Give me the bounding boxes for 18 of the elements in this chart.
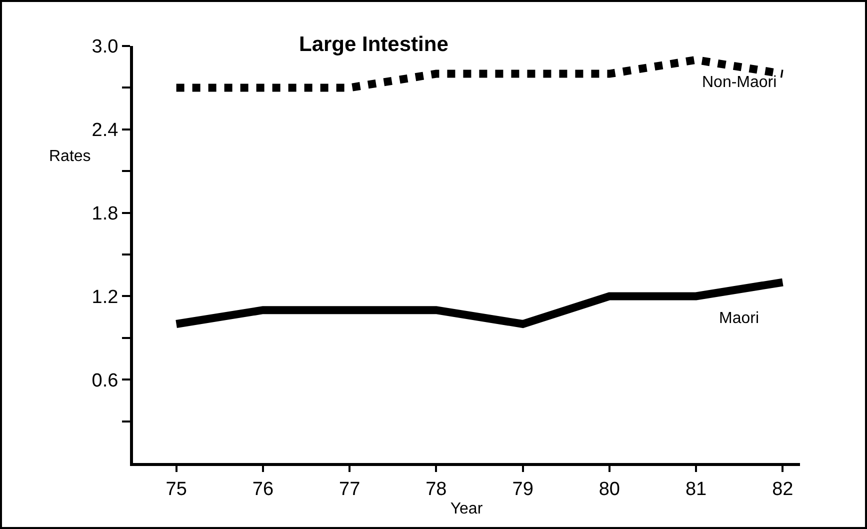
x-tick-label: 77 [338, 478, 360, 500]
x-tick-label: 76 [252, 478, 274, 500]
x-tick-label: 82 [772, 478, 794, 500]
y-tick-label: 1.8 [92, 203, 118, 224]
y-tick-label: 0.6 [92, 370, 118, 392]
y-tick-label: 2.4 [92, 120, 119, 142]
y-tick-label: 1.2 [92, 286, 118, 308]
x-tick-label: 79 [512, 478, 534, 500]
series-label: Maori [719, 310, 760, 327]
chart-title: Large Intestine [299, 33, 448, 56]
x-tick-label: 75 [166, 478, 187, 500]
y-tick-label: 3.0 [92, 36, 118, 58]
x-tick-label: 80 [598, 478, 620, 500]
y-axis-title: Rates [49, 148, 91, 165]
x-axis-title: Year [450, 500, 484, 518]
x-tick-label: 78 [426, 478, 447, 500]
series-label: Non-Maori [702, 74, 777, 91]
x-tick-label: 81 [685, 478, 707, 500]
